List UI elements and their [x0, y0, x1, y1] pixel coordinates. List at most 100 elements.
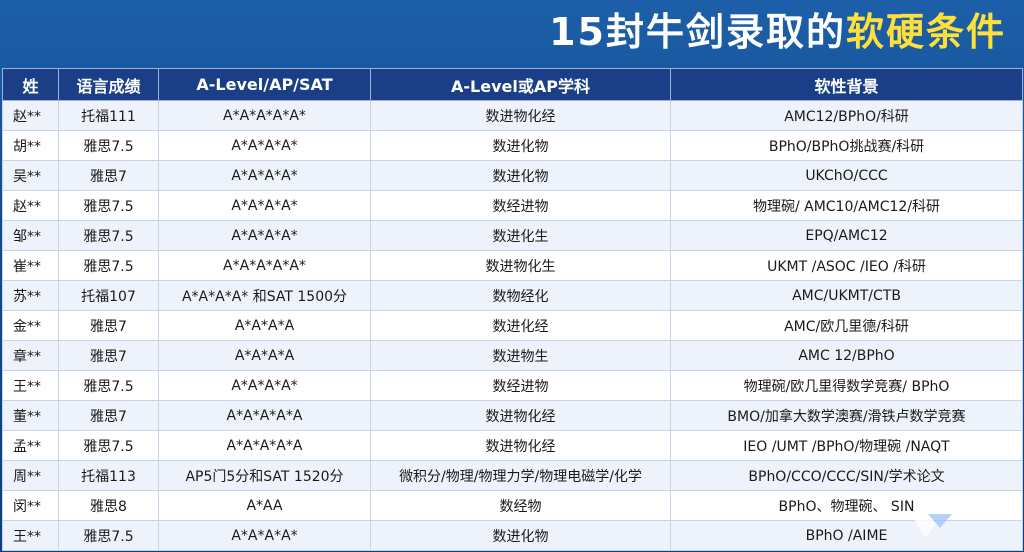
- admission-table-wrap: 姓 语言成绩 A-Level/AP/SAT A-Level或AP学科 软性背景 …: [2, 68, 1023, 551]
- cell-scores: A*A*A*A*: [158, 520, 371, 551]
- table-row: 金** 雅思7 A*A*A*A 数进化经 AMC/欧几里德/科研: [2, 310, 1023, 341]
- cell-subjects: 数经进物: [370, 190, 671, 221]
- cell-soft-background: BPhO/BPhO挑战赛/科研: [670, 130, 1023, 161]
- table-row: 邹** 雅思7.5 A*A*A*A* 数进化生 EPQ/AMC12: [2, 220, 1023, 251]
- cell-soft-background: AMC/UKMT/CTB: [670, 280, 1023, 311]
- cell-subjects: 数进化生: [370, 220, 671, 251]
- table-row: 周** 托福113 AP5门5分和SAT 1520分 微积分/物理/物理力学/物理电磁…: [2, 460, 1023, 491]
- cell-name: 董**: [2, 400, 59, 431]
- cell-subjects: 数进化物: [370, 130, 671, 161]
- cell-scores: A*A*A*A*A: [158, 400, 371, 431]
- cell-name: 赵**: [2, 190, 59, 221]
- cell-soft-background: UKMT /ASOC /IEO /科研: [670, 250, 1023, 281]
- cell-subjects: 微积分/物理/物理力学/物理电磁学/化学: [370, 460, 671, 491]
- title-accent: 软硬条件: [845, 10, 1006, 54]
- cell-name: 邹**: [2, 220, 59, 251]
- cell-soft-background: BMO/加拿大数学澳赛/滑铁卢数学竞赛: [670, 400, 1023, 431]
- cell-soft-background: IEO /UMT /BPhO/物理碗 /NAQT: [670, 430, 1023, 461]
- table-row: 胡** 雅思7.5 A*A*A*A* 数进化物 BPhO/BPhO挑战赛/科研: [2, 130, 1023, 161]
- header-subjects: A-Level或AP学科: [370, 68, 671, 101]
- cell-subjects: 数进物生: [370, 340, 671, 371]
- cell-scores: A*A*A*A: [158, 310, 371, 341]
- page-title: 15封牛剑录取的软硬条件: [549, 4, 1006, 60]
- cell-subjects: 数进化物: [370, 520, 671, 551]
- cell-name: 闵**: [2, 490, 59, 521]
- header-soft-background: 软性背景: [670, 68, 1023, 101]
- cell-language: 雅思7: [58, 400, 159, 431]
- cell-name: 金**: [2, 310, 59, 341]
- title-main: 15封牛剑录取的: [549, 10, 846, 54]
- cell-soft-background: 物理碗/ AMC10/AMC12/科研: [670, 190, 1023, 221]
- header-language: 语言成绩: [58, 68, 159, 101]
- cell-subjects: 数进化经: [370, 310, 671, 341]
- cell-language: 托福107: [58, 280, 159, 311]
- cell-soft-background: 物理碗/欧几里得数学竞赛/ BPhO: [670, 370, 1023, 401]
- cell-soft-background: UKChO/CCC: [670, 160, 1023, 191]
- cell-soft-background: BPhO/CCO/CCC/SIN/学术论文: [670, 460, 1023, 491]
- header-scores: A-Level/AP/SAT: [158, 68, 371, 101]
- cell-language: 雅思7.5: [58, 370, 159, 401]
- table-row: 闵** 雅思8 A*AA 数经物 BPhO、物理碗、 SIN: [2, 490, 1023, 521]
- cell-subjects: 数经进物: [370, 370, 671, 401]
- cell-soft-background: BPhO /AIME: [670, 520, 1023, 551]
- table-row: 董** 雅思7 A*A*A*A*A 数进物化经 BMO/加拿大数学澳赛/滑铁卢数学竞赛: [2, 400, 1023, 431]
- table-row: 赵** 托福111 A*A*A*A*A* 数进物化经 AMC12/BPhO/科研: [2, 100, 1023, 131]
- cell-subjects: 数经物: [370, 490, 671, 521]
- cell-language: 雅思7.5: [58, 220, 159, 251]
- cell-language: 雅思7.5: [58, 430, 159, 461]
- cell-name: 吴**: [2, 160, 59, 191]
- cell-language: 雅思7.5: [58, 520, 159, 551]
- table-row: 孟** 雅思7.5 A*A*A*A*A 数进物化经 IEO /UMT /BPhO/物理碗…: [2, 430, 1023, 461]
- cell-language: 雅思7: [58, 160, 159, 191]
- cell-soft-background: EPQ/AMC12: [670, 220, 1023, 251]
- table-row: 吴** 雅思7 A*A*A*A* 数进化物 UKChO/CCC: [2, 160, 1023, 191]
- cell-scores: A*AA: [158, 490, 371, 521]
- cell-language: 托福113: [58, 460, 159, 491]
- cell-name: 周**: [2, 460, 59, 491]
- cell-scores: AP5门5分和SAT 1520分: [158, 460, 371, 491]
- cell-scores: A*A*A*A*A: [158, 430, 371, 461]
- cell-subjects: 数进化物: [370, 160, 671, 191]
- table-row: 苏** 托福107 A*A*A*A* 和SAT 1500分 数物经化 AMC/UKMT/…: [2, 280, 1023, 311]
- table-row: 章** 雅思7 A*A*A*A 数进物生 AMC 12/BPhO: [2, 340, 1023, 371]
- cell-soft-background: AMC 12/BPhO: [670, 340, 1023, 371]
- cell-name: 孟**: [2, 430, 59, 461]
- admission-table: 姓 语言成绩 A-Level/AP/SAT A-Level或AP学科 软性背景 …: [2, 68, 1023, 551]
- cell-scores: A*A*A*A*: [158, 160, 371, 191]
- table-body: 赵** 托福111 A*A*A*A*A* 数进物化经 AMC12/BPhO/科研 胡** 雅…: [2, 100, 1023, 551]
- cell-name: 赵**: [2, 100, 59, 131]
- table-header-row: 姓 语言成绩 A-Level/AP/SAT A-Level或AP学科 软性背景: [2, 68, 1023, 101]
- cell-language: 托福111: [58, 100, 159, 131]
- table-row: 崔** 雅思7.5 A*A*A*A*A* 数进物化生 UKMT /ASOC /IEO /…: [2, 250, 1023, 281]
- cell-scores: A*A*A*A* 和SAT 1500分: [158, 280, 371, 311]
- header-name: 姓: [2, 68, 59, 101]
- cell-language: 雅思7.5: [58, 250, 159, 281]
- cell-scores: A*A*A*A*A*: [158, 250, 371, 281]
- cell-subjects: 数进物化经: [370, 100, 671, 131]
- cell-scores: A*A*A*A*: [158, 190, 371, 221]
- cell-subjects: 数进物化经: [370, 430, 671, 461]
- cell-language: 雅思7: [58, 340, 159, 371]
- table-row: 王** 雅思7.5 A*A*A*A* 数经进物 物理碗/欧几里得数学竞赛/ BPhO: [2, 370, 1023, 401]
- cell-subjects: 数物经化: [370, 280, 671, 311]
- cell-subjects: 数进物化生: [370, 250, 671, 281]
- cell-scores: A*A*A*A*: [158, 220, 371, 251]
- cell-soft-background: BPhO、物理碗、 SIN: [670, 490, 1023, 521]
- cell-scores: A*A*A*A*: [158, 370, 371, 401]
- cell-subjects: 数进物化经: [370, 400, 671, 431]
- cell-name: 苏**: [2, 280, 59, 311]
- cell-name: 崔**: [2, 250, 59, 281]
- cell-soft-background: AMC/欧几里德/科研: [670, 310, 1023, 341]
- cell-language: 雅思7.5: [58, 190, 159, 221]
- table-row: 王** 雅思7.5 A*A*A*A* 数进化物 BPhO /AIME: [2, 520, 1023, 551]
- cell-name: 章**: [2, 340, 59, 371]
- cell-language: 雅思8: [58, 490, 159, 521]
- cell-scores: A*A*A*A: [158, 340, 371, 371]
- cell-name: 胡**: [2, 130, 59, 161]
- cell-language: 雅思7: [58, 310, 159, 341]
- cell-language: 雅思7.5: [58, 130, 159, 161]
- cell-soft-background: AMC12/BPhO/科研: [670, 100, 1023, 131]
- table-row: 赵** 雅思7.5 A*A*A*A* 数经进物 物理碗/ AMC10/AMC12/科研: [2, 190, 1023, 221]
- cell-name: 王**: [2, 370, 59, 401]
- cell-name: 王**: [2, 520, 59, 551]
